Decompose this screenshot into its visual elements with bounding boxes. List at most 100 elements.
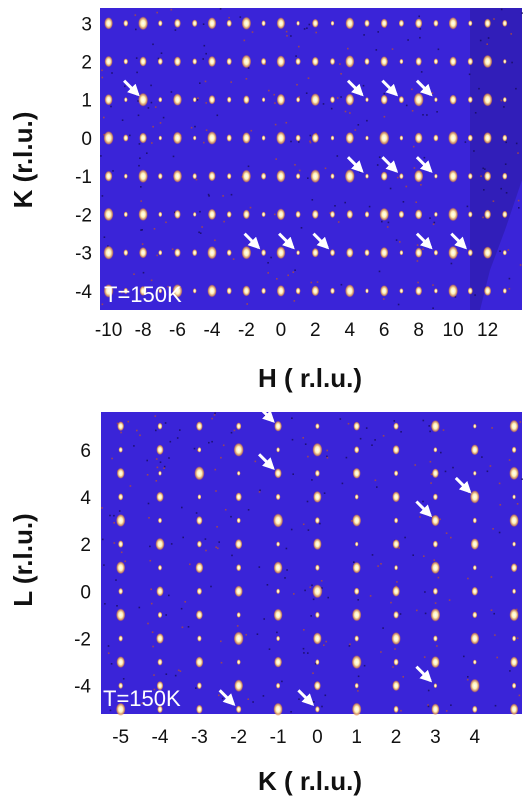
noise-speck (466, 678, 469, 681)
noise-speck (416, 244, 419, 246)
noise-speck (362, 84, 365, 87)
noise-speck (389, 187, 392, 190)
bragg-spot (235, 705, 242, 714)
noise-speck (150, 602, 153, 605)
noise-speck (110, 105, 112, 108)
noise-speck (231, 554, 233, 557)
bragg-spot (448, 207, 459, 222)
noise-speck (141, 702, 143, 705)
bragg-spot (433, 683, 438, 689)
bragg-spot (393, 658, 399, 666)
noise-speck (412, 554, 414, 556)
bottom-x-axis-title: K ( r.l.u.) (258, 766, 362, 796)
noise-speck (118, 510, 121, 512)
noise-speck (219, 8, 222, 10)
noise-speck (223, 220, 225, 223)
noise-speck (290, 35, 292, 37)
bragg-spot (502, 249, 507, 256)
bragg-spot (346, 209, 354, 219)
bragg-spot (273, 702, 283, 716)
noise-speck (174, 674, 177, 677)
y-tick-label: -3 (75, 244, 92, 265)
noise-speck (101, 507, 103, 509)
noise-speck (211, 440, 213, 443)
bragg-spot (295, 287, 301, 295)
noise-speck (163, 467, 165, 469)
bragg-spot (415, 286, 423, 296)
bragg-spot (192, 288, 197, 294)
peak-arrow (123, 79, 140, 97)
bragg-spot (509, 703, 519, 716)
bragg-spot (236, 517, 241, 524)
noise-speck (442, 429, 445, 431)
noise-speck (202, 23, 205, 25)
bragg-spot (434, 211, 438, 217)
noise-speck (445, 710, 448, 712)
bragg-spot (276, 635, 281, 642)
noise-speck (481, 456, 483, 458)
bragg-spot (196, 540, 202, 548)
bragg-spot (393, 470, 399, 477)
bragg-spot (123, 287, 129, 295)
top-plot-background (100, 8, 522, 310)
bragg-spot (174, 18, 181, 28)
bragg-spot (470, 490, 480, 504)
noise-speck (276, 631, 278, 634)
bragg-spot (156, 633, 164, 644)
noise-speck (147, 107, 150, 109)
bragg-spot (434, 173, 438, 179)
bottom-y-axis-title: L (r.l.u.) (8, 513, 38, 606)
noise-speck (139, 434, 141, 437)
bragg-spot (399, 58, 404, 65)
bragg-spot (276, 588, 281, 595)
top-temperature-label: T=150K (104, 282, 182, 307)
y-tick-label: 0 (81, 129, 92, 150)
bragg-spot (196, 587, 203, 595)
x-tick-label: -4 (152, 727, 169, 748)
noise-speck (326, 455, 328, 458)
noise-speck (167, 285, 169, 288)
noise-speck (154, 415, 157, 417)
peak-arrow (454, 476, 472, 494)
noise-speck (374, 479, 377, 482)
x-tick-label: 1 (351, 727, 362, 748)
bragg-spot (433, 134, 439, 142)
noise-speck (176, 437, 179, 439)
bragg-spot (313, 680, 321, 691)
bragg-spot (173, 93, 182, 106)
noise-speck (450, 262, 453, 265)
bragg-spot (118, 493, 124, 501)
bragg-spot (430, 561, 440, 575)
noise-speck (430, 473, 433, 476)
noise-speck (399, 613, 402, 615)
noise-speck (156, 11, 158, 14)
noise-speck (321, 705, 323, 708)
noise-speck (420, 184, 422, 186)
x-tick-label: -2 (238, 320, 255, 341)
bottom-y-tick-labels: 6 4 2 0 -2 -4 (74, 441, 91, 698)
noise-speck (203, 44, 206, 47)
noise-speck (284, 577, 286, 579)
noise-speck (324, 694, 327, 697)
noise-speck (371, 554, 374, 556)
bragg-spot (276, 55, 286, 68)
noise-speck (347, 422, 350, 425)
noise-speck (303, 652, 305, 654)
bragg-spot (315, 564, 320, 571)
noise-speck (354, 129, 357, 131)
noise-speck (430, 482, 432, 484)
bragg-spot (364, 211, 370, 218)
bragg-spot (346, 247, 354, 258)
noise-speck (285, 121, 288, 124)
noise-speck (163, 465, 166, 468)
noise-speck (216, 114, 219, 117)
bragg-spot (173, 56, 182, 67)
bragg-spot (352, 561, 361, 574)
noise-speck (474, 112, 477, 114)
bragg-spot (118, 540, 124, 548)
bragg-spot (509, 419, 519, 433)
bragg-spot (192, 135, 197, 141)
bragg-spot (433, 635, 438, 642)
bottom-plot-area: T=150K (101, 406, 523, 716)
bragg-spot (192, 249, 198, 257)
